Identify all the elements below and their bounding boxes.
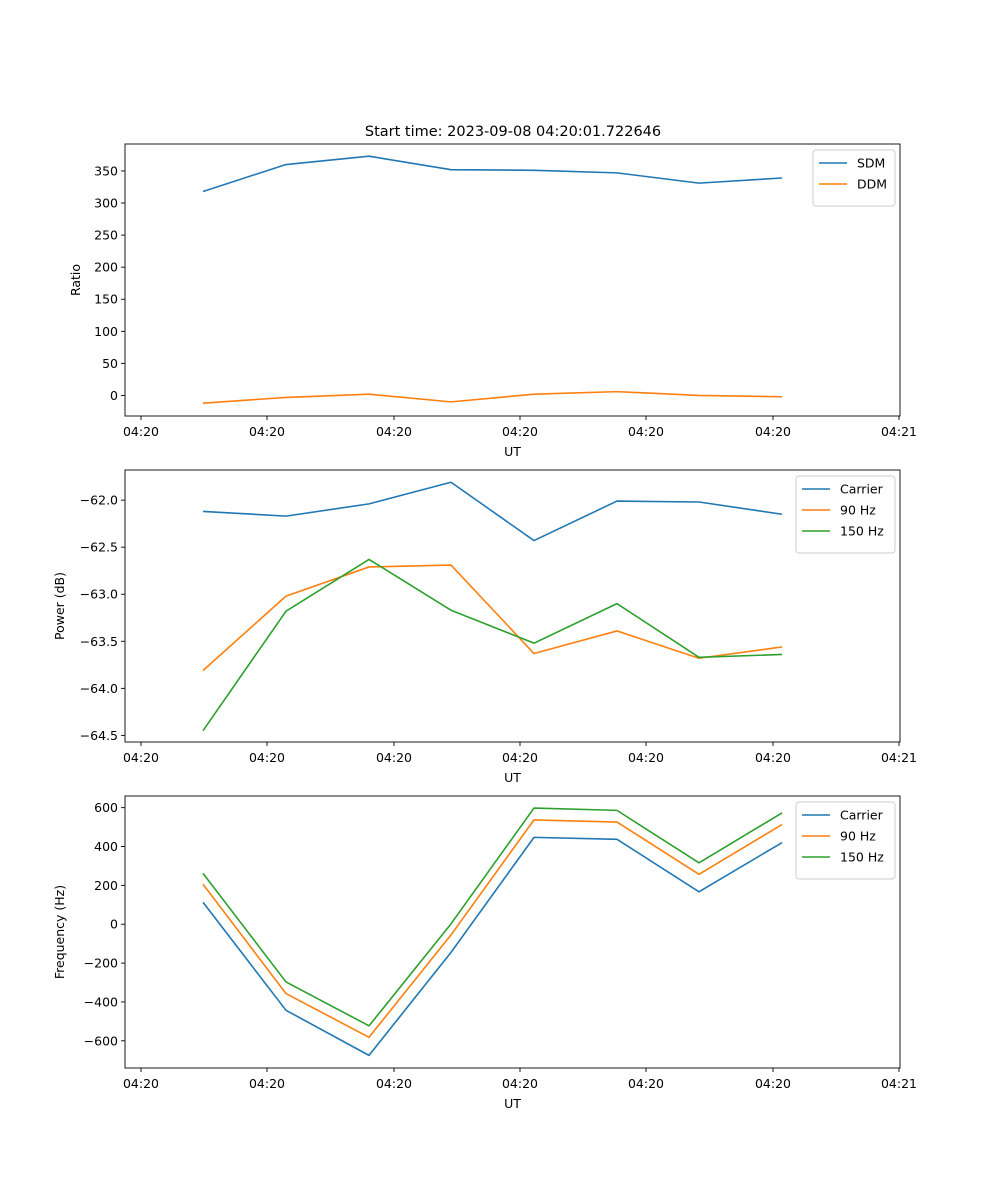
legend-label: 90 Hz (840, 829, 876, 844)
legend-label: 150 Hz (840, 524, 884, 539)
y-tick-label: 150 (94, 292, 118, 307)
series-line-ddm (202, 390, 783, 404)
y-tick-label: 400 (94, 839, 118, 854)
x-tick-label: 04:20 (123, 424, 159, 439)
subplot-1: 0 50 100 150 200 250 300 350 04:20 04:20 04:20 04:2… (68, 143, 917, 459)
x-tick-label: 04:20 (755, 750, 791, 765)
x-tick-label: 04:20 (628, 750, 664, 765)
y-tick-label: 0 (110, 388, 118, 403)
series-line-carrier (202, 481, 783, 542)
subplot-3: −600 −400 −200 0 200 400 600 04:20 04:20 04:20 04:… (52, 795, 917, 1111)
y-tick-label: −64.0 (80, 681, 118, 696)
x-tick-label: 04:20 (502, 424, 538, 439)
series-line-150-hz (202, 807, 783, 1027)
y-tick-label: 300 (94, 196, 118, 211)
legend-box (795, 475, 896, 554)
y-axis-label: Power (dB) (52, 572, 67, 640)
legend-label: Carrier (840, 482, 884, 497)
x-tick-label: 04:21 (881, 750, 917, 765)
x-axis-label: UT (504, 770, 521, 785)
x-tick-label: 04:20 (628, 1076, 664, 1091)
series-line-90-hz (202, 819, 783, 1039)
y-tick-label: −63.0 (80, 587, 118, 602)
legend-label: SDM (857, 156, 885, 171)
x-axis-label: UT (504, 444, 521, 459)
series-line-150-hz (202, 558, 783, 732)
x-tick-label: 04:20 (628, 424, 664, 439)
y-tick-label: 250 (94, 228, 118, 243)
y-axis-label: Ratio (68, 264, 83, 296)
legend-box (812, 149, 896, 207)
legend: Carrier 90 Hz 150 Hz (795, 475, 896, 554)
legend: Carrier 90 Hz 150 Hz (795, 801, 896, 880)
y-tick-label: −62.5 (80, 540, 118, 555)
axes-frame (124, 795, 901, 1069)
legend-box (795, 801, 896, 880)
x-tick-label: 04:21 (881, 1076, 917, 1091)
x-tick-label: 04:21 (881, 424, 917, 439)
y-tick-label: −64.5 (80, 728, 118, 743)
y-tick-label: 200 (94, 878, 118, 893)
y-tick-label: −400 (84, 994, 118, 1009)
series-line-carrier (202, 836, 783, 1057)
axes-frame (124, 469, 901, 743)
y-tick-label: −200 (84, 956, 118, 971)
y-tick-label: 200 (94, 260, 118, 275)
chart-title: Start time: 2023-09-08 04:20:01.722646 (365, 124, 661, 140)
x-tick-label: 04:20 (755, 1076, 791, 1091)
x-tick-label: 04:20 (249, 424, 285, 439)
x-tick-label: 04:20 (123, 750, 159, 765)
x-tick-label: 04:20 (502, 750, 538, 765)
x-tick-label: 04:20 (502, 1076, 538, 1091)
y-tick-label: −600 (84, 1033, 118, 1048)
x-tick-label: 04:20 (376, 750, 412, 765)
y-tick-label: 100 (94, 324, 118, 339)
x-axis-label: UT (504, 1096, 521, 1111)
x-tick-label: 04:20 (376, 1076, 412, 1091)
x-tick-label: 04:20 (249, 750, 285, 765)
y-tick-label: 600 (94, 800, 118, 815)
subplot-2: −64.5 −64.0 −63.5 −63.0 −62.5 −62.0 04:20 04:20… (52, 469, 917, 785)
legend-label: Carrier (840, 808, 884, 823)
y-tick-label: −62.0 (80, 493, 118, 508)
y-axis-label: Frequency (Hz) (52, 885, 67, 979)
series-line-90-hz (202, 564, 783, 672)
x-tick-label: 04:20 (376, 424, 412, 439)
y-tick-label: 350 (94, 163, 118, 178)
legend-label: 90 Hz (840, 503, 876, 518)
y-tick-label: 0 (110, 917, 118, 932)
y-tick-label: 50 (102, 356, 118, 371)
legend-label: 150 Hz (840, 850, 884, 865)
x-tick-label: 04:20 (249, 1076, 285, 1091)
x-tick-label: 04:20 (755, 424, 791, 439)
x-tick-label: 04:20 (123, 1076, 159, 1091)
legend: SDM DDM (812, 149, 896, 207)
series-line-sdm (202, 155, 783, 193)
legend-label: DDM (857, 177, 887, 192)
y-tick-label: −63.5 (80, 634, 118, 649)
axes-frame (124, 143, 901, 417)
